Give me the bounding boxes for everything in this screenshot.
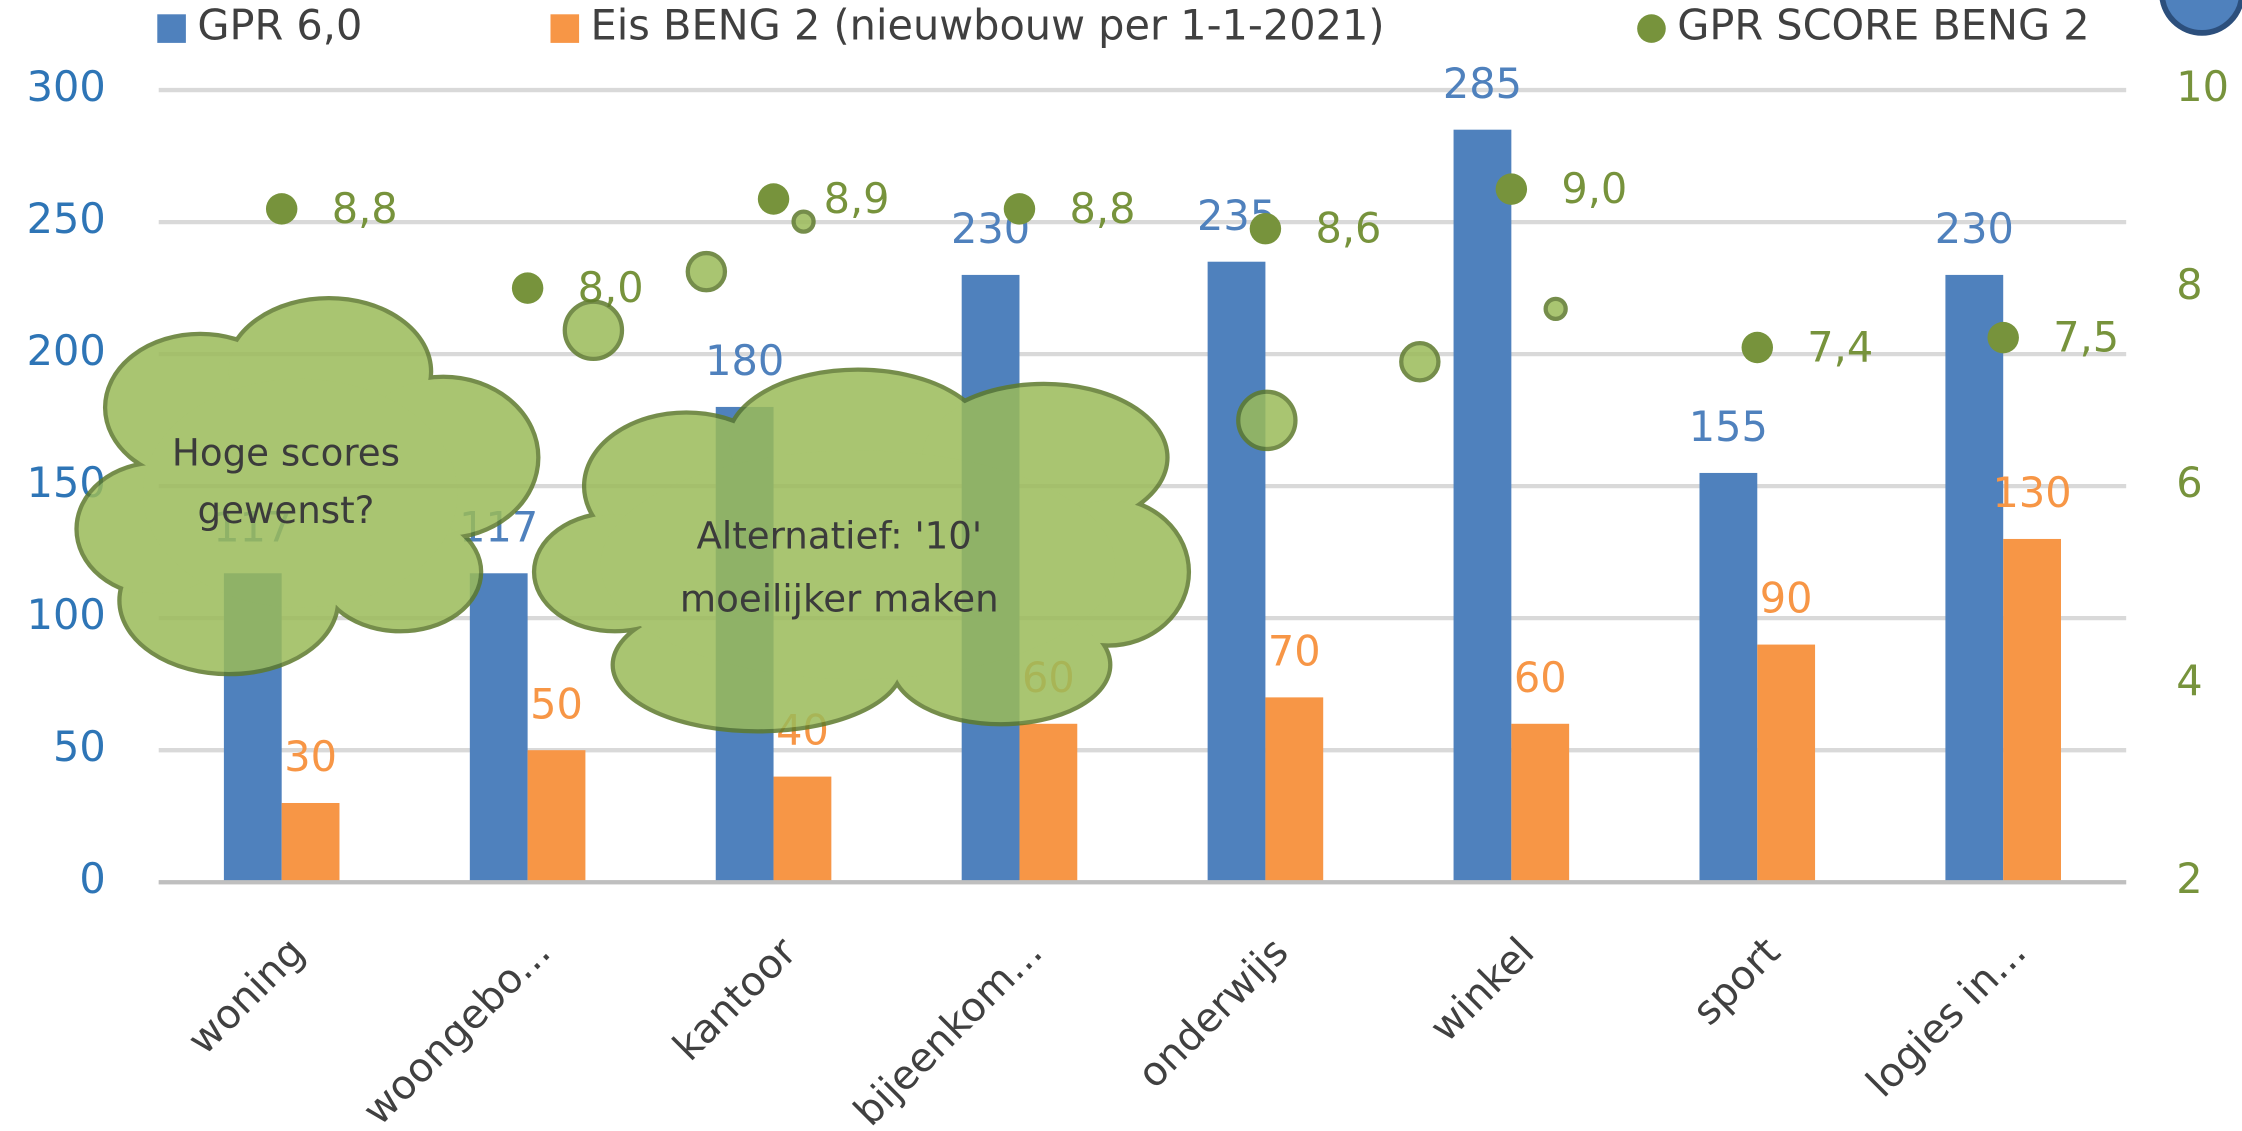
- x-tick-label: sport: [1684, 929, 1789, 1034]
- y-tick-label: 200: [27, 327, 106, 375]
- data-label: 8,6: [1315, 205, 1381, 253]
- score-dot: [512, 272, 543, 303]
- data-label: 285: [1443, 60, 1522, 108]
- page: {"chart_data": { "type": "bar", "categor…: [0, 0, 2242, 1131]
- bar: [1208, 262, 1266, 883]
- bubble: [565, 302, 622, 359]
- y-tick-label: 300: [27, 63, 106, 111]
- bar: [2003, 539, 2061, 882]
- bubble: [794, 212, 814, 232]
- legend-label: GPR 6,0: [197, 2, 362, 50]
- x-tick-label: logies in...: [1858, 929, 2035, 1106]
- bar: [1265, 697, 1323, 882]
- data-label: 7,4: [1807, 323, 1873, 371]
- bar: [282, 803, 340, 882]
- score-dot: [266, 193, 297, 224]
- y-tick-label: 250: [27, 195, 106, 243]
- data-label: 9,0: [1561, 165, 1627, 213]
- data-label: 60: [1514, 654, 1567, 702]
- data-label: 70: [1268, 627, 1321, 675]
- score-dot: [1987, 322, 2018, 353]
- data-label: 8,8: [1070, 185, 1136, 233]
- x-tick-label: bijeenkom...: [845, 929, 1051, 1131]
- bar: [528, 750, 586, 882]
- data-label: 7,5: [2053, 313, 2119, 361]
- data-label: 180: [705, 337, 784, 385]
- bar: [470, 573, 528, 882]
- bar: [1757, 645, 1815, 883]
- bubble: [1238, 392, 1295, 449]
- legend-label: GPR SCORE BENG 2: [1677, 2, 2089, 50]
- score-dot: [758, 183, 789, 214]
- bubble: [1401, 343, 1438, 380]
- data-label: 230: [1935, 205, 2014, 253]
- data-label: 90: [1760, 575, 1813, 623]
- y-tick-label: 0: [79, 855, 105, 903]
- bar: [1019, 724, 1077, 882]
- y2-tick-label: 6: [2176, 459, 2202, 507]
- data-label: 130: [1993, 469, 2072, 517]
- bar: [1699, 473, 1757, 882]
- bar: [1511, 724, 1569, 882]
- data-label: 30: [284, 733, 337, 781]
- chart: 050100150200250300246810woningwoongebo..…: [0, 0, 2242, 1131]
- score-dot: [1742, 332, 1773, 363]
- bar: [1945, 275, 2003, 882]
- score-dot: [1250, 213, 1281, 244]
- y-tick-label: 50: [53, 723, 106, 771]
- x-tick-label: woning: [179, 929, 314, 1064]
- y2-tick-label: 2: [2176, 855, 2202, 903]
- y2-tick-label: 10: [2176, 63, 2229, 111]
- x-tick-label: winkel: [1421, 929, 1543, 1051]
- data-label: 8,9: [824, 175, 890, 223]
- score-dot: [1496, 173, 1527, 204]
- y2-tick-label: 8: [2176, 261, 2202, 309]
- data-label: 155: [1689, 403, 1768, 451]
- x-tick-label: onderwijs: [1129, 929, 1297, 1097]
- data-label: 50: [530, 680, 583, 728]
- bubble: [1546, 299, 1566, 319]
- legend-marker: [157, 14, 186, 43]
- x-tick-label: kantoor: [665, 928, 806, 1069]
- y-tick-label: 100: [27, 591, 106, 639]
- legend-label: Eis BENG 2 (nieuwbouw per 1-1-2021): [591, 2, 1385, 50]
- legend-marker: [550, 14, 579, 43]
- score-dot: [1004, 193, 1035, 224]
- corner-icon: [2162, 0, 2242, 33]
- y2-tick-label: 4: [2176, 657, 2202, 705]
- x-tick-label: woongebo...: [354, 929, 559, 1131]
- bubble: [688, 253, 725, 290]
- data-label: 8,8: [332, 185, 398, 233]
- bar: [774, 777, 832, 883]
- bar: [1454, 130, 1512, 883]
- legend-marker: [1637, 14, 1666, 43]
